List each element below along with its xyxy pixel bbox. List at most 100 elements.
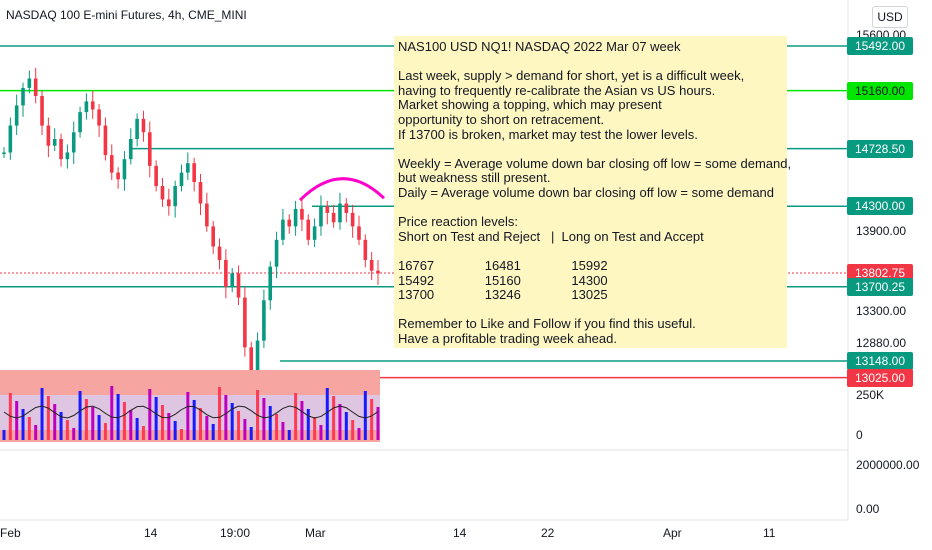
volume-bar xyxy=(46,396,50,440)
note-line: Weekly = Average volume down bar closing… xyxy=(398,155,792,171)
candle-body xyxy=(52,139,57,146)
volume-bar xyxy=(21,409,25,440)
candle-body xyxy=(33,78,38,96)
oscillator-axis-label: 0.00 xyxy=(856,502,880,516)
note-line: Last week, supply > demand for short, ye… xyxy=(398,68,745,84)
volume-bar xyxy=(2,430,6,440)
volume-bar xyxy=(78,391,82,440)
time-axis-label: 11 xyxy=(763,526,776,540)
candle-body xyxy=(2,152,6,154)
candle-body xyxy=(369,259,374,271)
candle-body xyxy=(205,203,209,227)
candle-body xyxy=(281,219,285,240)
candle-body xyxy=(109,155,114,173)
volume-bar xyxy=(313,417,317,440)
candle-body xyxy=(338,203,342,223)
volume-bar xyxy=(110,386,114,440)
level-price-tag: 13025.00 xyxy=(847,368,913,387)
candle-body xyxy=(128,139,133,160)
volume-bar xyxy=(72,428,76,440)
time-axis-label: 22 xyxy=(541,526,555,540)
volume-bar xyxy=(135,418,139,440)
volume-bar xyxy=(249,427,253,440)
volume-bar xyxy=(268,406,272,440)
volume-bar xyxy=(338,404,342,440)
volume-bar xyxy=(53,404,57,440)
volume-bar xyxy=(281,422,285,440)
candle-body xyxy=(14,105,19,126)
candle-body xyxy=(141,118,146,133)
note-line xyxy=(398,142,787,157)
volume-axis-label: 250K xyxy=(856,388,885,402)
candle-body xyxy=(325,206,330,213)
volume-band xyxy=(0,395,380,430)
candle-body xyxy=(65,152,70,160)
volume-bar xyxy=(34,425,38,440)
candle-body xyxy=(306,219,311,240)
current-price-tag: 13802.75 xyxy=(847,264,913,283)
currency-button[interactable]: USD xyxy=(872,6,908,28)
volume-bar xyxy=(287,430,291,440)
volume-bar xyxy=(116,394,120,440)
volume-bar xyxy=(103,423,107,440)
level-price-tag: 14300.00 xyxy=(847,197,913,216)
candle-body xyxy=(179,172,184,187)
note-line: NAS100 USD NQ1! NASDAQ 2022 Mar 07 week xyxy=(398,39,681,54)
oscillator-axis-label: 2000000.00 xyxy=(856,458,920,472)
volume-bar xyxy=(199,408,203,440)
candle-body xyxy=(90,101,95,110)
volume-bar xyxy=(40,388,44,440)
note-line: 13700 13246 13025 xyxy=(398,287,608,303)
note-line: If 13700 is broken, market may test the … xyxy=(398,126,698,142)
time-axis-label: Mar xyxy=(305,526,326,540)
volume-bar xyxy=(319,425,323,440)
candle-body xyxy=(331,212,336,223)
volume-average-line xyxy=(3,405,379,419)
volume-bar xyxy=(84,399,88,440)
time-axis-label: 14 xyxy=(144,526,158,540)
volume-bar xyxy=(357,428,361,440)
volume-bar xyxy=(186,392,190,440)
level-price-tag: 14728.50 xyxy=(847,139,913,158)
candle-body xyxy=(21,87,25,106)
volume-bar xyxy=(363,391,367,440)
candle-body xyxy=(40,95,44,126)
volume-axis-label: 0 xyxy=(856,428,863,442)
volume-bar xyxy=(141,426,145,440)
candle-body xyxy=(274,239,279,267)
volume-bar xyxy=(230,403,234,440)
candle-body xyxy=(287,219,292,227)
candle-body xyxy=(167,199,171,207)
price-axis-label: 13900.00 xyxy=(856,224,907,238)
volume-bar xyxy=(65,420,69,440)
candle-body xyxy=(192,163,196,183)
volume-bar xyxy=(167,413,171,440)
volume-bar xyxy=(294,393,298,440)
candle-body xyxy=(46,125,51,146)
topping-arc xyxy=(298,177,386,202)
note-line xyxy=(398,244,787,259)
candle-body xyxy=(376,270,380,274)
candle-body xyxy=(300,208,304,220)
candle-body xyxy=(319,206,323,227)
candle-body xyxy=(344,203,349,213)
time-axis-label: 19:00 xyxy=(220,526,251,540)
volume-bar xyxy=(27,417,31,440)
volume-bar xyxy=(160,405,164,440)
volume-bar xyxy=(91,407,95,440)
candle-body xyxy=(350,212,355,227)
price-axis-label: 13300.00 xyxy=(856,304,907,318)
note-line: having to frequently re-calibrate the As… xyxy=(398,82,716,98)
volume-bar xyxy=(154,397,158,440)
volume-bar xyxy=(15,401,19,440)
candle-body xyxy=(262,300,266,341)
volume-bar xyxy=(192,400,196,440)
candle-body xyxy=(103,125,108,156)
volume-bar xyxy=(218,387,222,440)
candle-body xyxy=(27,78,32,88)
candle-body xyxy=(357,226,361,240)
note-line: opportunity to short on retracement. xyxy=(398,111,604,127)
candle-body xyxy=(363,239,368,260)
level-price-tag: 13148.00 xyxy=(847,352,913,371)
